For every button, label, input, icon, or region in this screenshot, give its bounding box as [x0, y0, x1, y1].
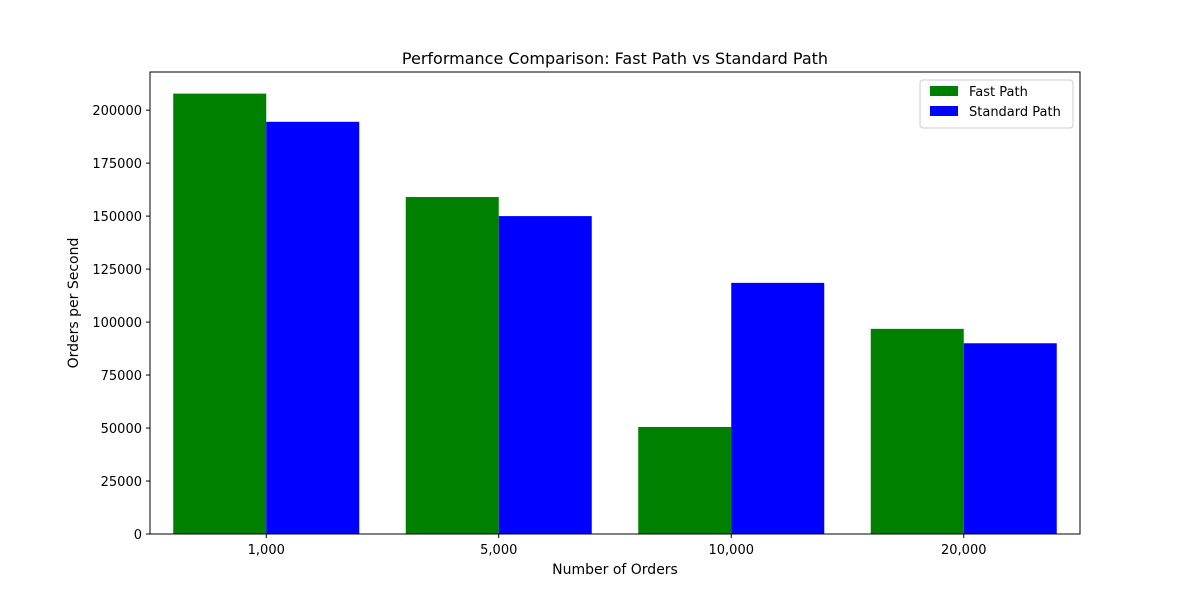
bar-standard-path-1-000: [266, 121, 360, 535]
legend-label-fast-path: Fast Path: [969, 85, 1028, 100]
x-tick-label: 10,000: [709, 543, 755, 558]
chart-title: Performance Comparison: Fast Path vs Sta…: [402, 49, 828, 68]
legend-label-standard-path: Standard Path: [969, 105, 1061, 120]
y-tick-label: 100000: [92, 316, 142, 331]
plot-frame: [149, 71, 1081, 535]
y-tick-label: 50000: [101, 422, 142, 437]
x-tick-label: 20,000: [941, 543, 987, 558]
bar-fast-path-20-000: [870, 328, 964, 534]
y-tick-label: 25000: [101, 475, 142, 490]
bar-fast-path-10-000: [638, 426, 732, 534]
legend: Fast Path Standard Path: [919, 79, 1074, 129]
y-tick-label: 75000: [101, 369, 142, 384]
bar-fast-path-5-000: [405, 197, 499, 535]
bar-standard-path-10-000: [731, 282, 825, 534]
legend-swatch-standard-path: [930, 106, 958, 116]
y-tick-label: 0: [134, 528, 142, 543]
bar-fast-path-1-000: [173, 93, 267, 534]
y-tick-label: 175000: [92, 157, 142, 172]
legend-swatch-fast-path: [930, 86, 958, 96]
legend-box: [919, 79, 1074, 129]
x-tick-label: 1,000: [248, 543, 285, 558]
y-axis-label: Orders per Second: [66, 238, 82, 369]
x-tick-label: 5,000: [480, 543, 517, 558]
bar-standard-path-5-000: [498, 216, 592, 534]
plot-area: 1,000 5,000 10,000 20,000 0 25000 50000 75000 10…: [92, 93, 1057, 558]
y-tick-label: 125000: [92, 263, 142, 278]
y-tick-label: 200000: [92, 104, 142, 119]
x-axis-label: Number of Orders: [552, 562, 678, 578]
bar-standard-path-20-000: [963, 343, 1057, 534]
y-tick-label: 150000: [92, 210, 142, 225]
